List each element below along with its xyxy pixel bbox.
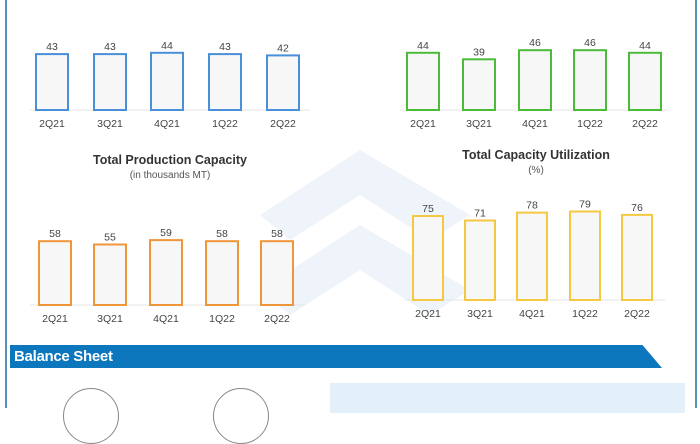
bar: [150, 51, 184, 111]
data-label: 78: [526, 200, 538, 212]
data-label: 42: [277, 42, 289, 54]
chart-title-utilization: Total Capacity Utilization: [462, 148, 610, 162]
bar: [464, 219, 496, 301]
bar: [35, 53, 69, 111]
x-tick-label: 3Q21: [467, 308, 493, 320]
charts-canvas: 43 2Q21 43 3Q21 44 4Q21 43 1Q22 42 2Q22 44 2Q21 39 3Q…: [30, 37, 668, 325]
x-tick-label: 2Q22: [624, 308, 650, 320]
info-box: [330, 383, 685, 413]
section-banner: Balance Sheet: [10, 345, 662, 368]
bar: [462, 58, 496, 111]
data-label: 44: [417, 40, 429, 52]
bar: [518, 49, 552, 111]
bar: [260, 240, 294, 306]
x-tick-label: 1Q22: [209, 313, 235, 325]
bar: [266, 54, 300, 111]
data-label: 58: [271, 228, 283, 240]
section-title: Balance Sheet: [14, 348, 113, 365]
bar: [406, 51, 440, 111]
data-label: 59: [160, 227, 172, 239]
x-tick-label: 4Q21: [153, 313, 179, 325]
x-tick-label: 3Q21: [466, 118, 492, 130]
data-label: 55: [104, 232, 116, 244]
x-tick-label: 4Q21: [522, 118, 548, 130]
bar: [621, 213, 653, 302]
x-tick-label: 2Q21: [39, 118, 65, 130]
data-label: 46: [584, 37, 596, 49]
x-tick-label: 2Q22: [632, 118, 658, 130]
bar: [628, 51, 662, 111]
x-tick-label: 2Q22: [270, 118, 296, 130]
icon-circle: [213, 388, 269, 444]
x-tick-label: 1Q22: [572, 308, 598, 320]
bar: [93, 243, 127, 306]
bar: [569, 210, 601, 302]
data-label: 44: [639, 40, 651, 52]
data-label: 71: [474, 207, 486, 219]
data-label: 79: [579, 199, 591, 211]
page-frame: [5, 0, 697, 408]
x-tick-label: 3Q21: [97, 313, 123, 325]
data-label: 58: [216, 228, 228, 240]
data-label: 43: [104, 41, 116, 53]
icon-circle: [63, 388, 119, 444]
x-tick-label: 4Q21: [154, 118, 180, 130]
chart-title-production: Total Production Capacity: [93, 153, 247, 167]
bar: [93, 53, 127, 111]
bar: [149, 239, 183, 307]
data-label: 43: [46, 41, 58, 53]
bar: [38, 240, 72, 306]
bar: [208, 53, 242, 111]
x-tick-label: 2Q21: [415, 308, 441, 320]
x-tick-label: 2Q22: [264, 313, 290, 325]
bar: [412, 215, 444, 301]
data-label: 75: [422, 203, 434, 215]
data-label: 46: [529, 37, 541, 49]
chart-subtitle-production: (in thousands MT): [129, 170, 211, 181]
data-label: 44: [161, 40, 173, 52]
bar: [205, 240, 239, 306]
data-label: 39: [473, 46, 485, 58]
bar: [516, 211, 548, 301]
data-label: 43: [219, 41, 231, 53]
x-tick-label: 1Q22: [212, 118, 238, 130]
x-tick-label: 3Q21: [97, 118, 123, 130]
x-tick-label: 2Q21: [42, 313, 68, 325]
x-tick-label: 2Q21: [410, 118, 436, 130]
x-tick-label: 1Q22: [577, 118, 603, 130]
bar: [573, 49, 607, 111]
data-label: 58: [49, 228, 61, 240]
x-tick-label: 4Q21: [519, 308, 545, 320]
chart-subtitle-utilization: (%): [528, 165, 544, 176]
data-label: 76: [631, 202, 643, 214]
